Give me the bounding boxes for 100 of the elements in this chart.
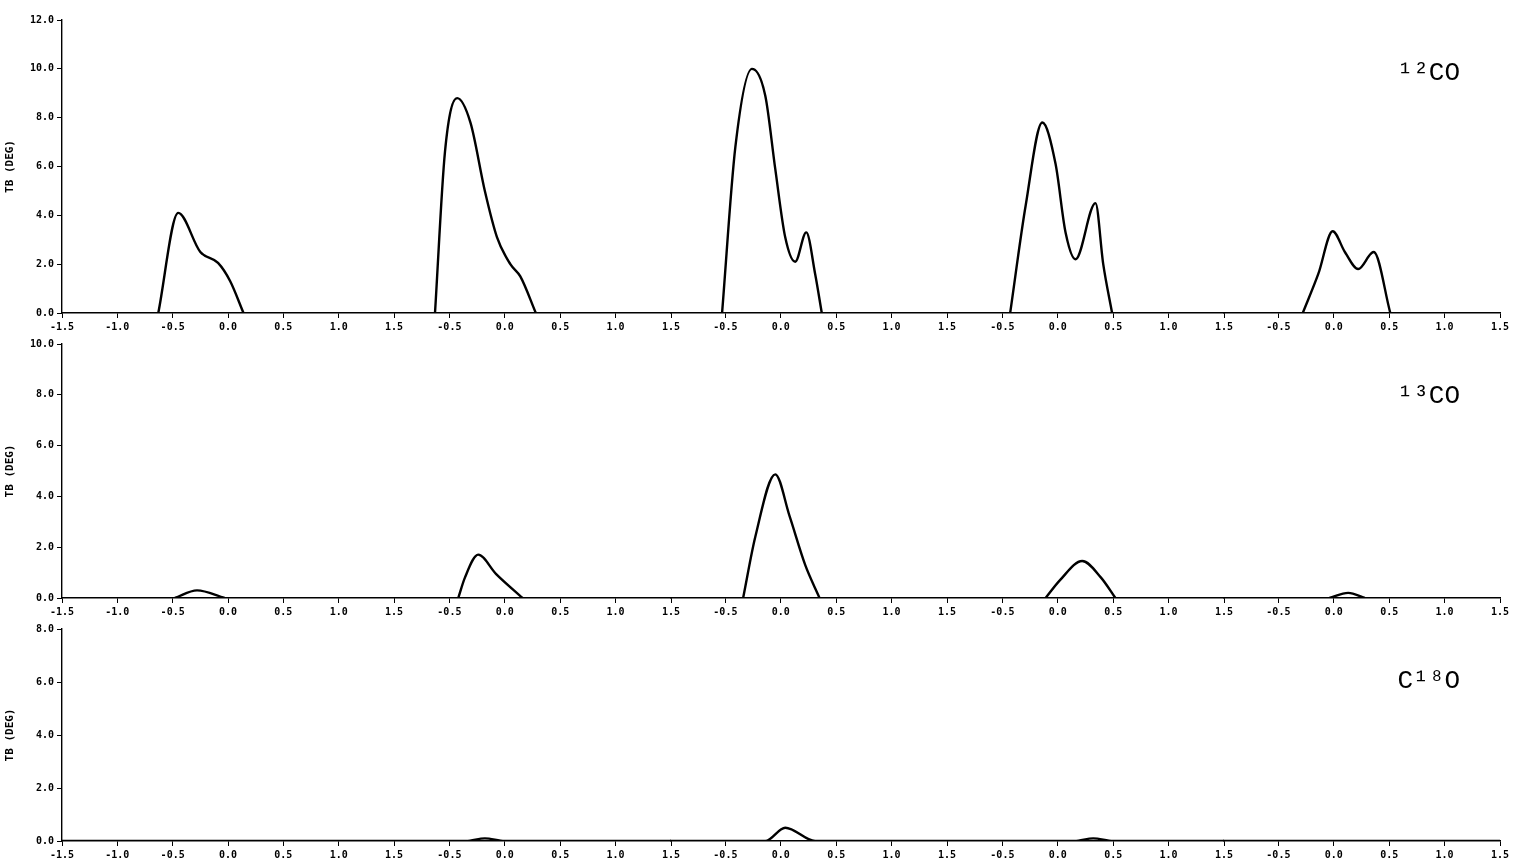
x-tick-label: 1.5: [938, 605, 957, 617]
y-axis-title: TB (DEG): [3, 444, 17, 498]
x-tick-label: 1.0: [1435, 320, 1454, 332]
annotation: ¹²CO: [1397, 57, 1461, 88]
y-tick-label: 6.0: [35, 439, 54, 451]
x-tick-label: 1.0: [882, 320, 901, 332]
x-tick-label: 1.0: [882, 605, 901, 617]
x-tick-label: 1.5: [938, 848, 957, 860]
x-tick-label: -1.5: [49, 605, 75, 617]
x-tick-label: 1.0: [329, 848, 348, 860]
x-tick-label: 0.5: [1380, 605, 1399, 617]
x-tick-label: 0.0: [218, 848, 238, 860]
x-tick-label: 1.5: [661, 848, 680, 860]
x-tick-label: 0.5: [274, 605, 293, 617]
x-tick-label: -0.5: [437, 320, 462, 332]
y-tick-label: 4.0: [35, 489, 54, 501]
x-tick-label: 1.5: [1214, 320, 1233, 332]
y-tick-label: 4.0: [35, 728, 54, 740]
annotation: C¹⁸O: [1397, 665, 1461, 696]
x-tick-label: -0.5: [1266, 605, 1291, 617]
x-tick-label: 0.0: [1325, 605, 1344, 617]
x-tick-label: 0.0: [495, 848, 514, 860]
x-tick-label: -0.5: [160, 605, 185, 617]
x-tick-label: 0.0: [495, 605, 514, 617]
x-tick-label: 0.5: [550, 605, 570, 617]
x-tick-label: 1.0: [882, 848, 901, 860]
x-tick-label: -0.5: [160, 320, 185, 332]
y-tick-label: 0.0: [35, 834, 54, 846]
x-tick-label: -0.5: [713, 320, 738, 332]
x-tick-label: 0.5: [827, 605, 846, 617]
x-tick-label: 0.0: [772, 605, 791, 617]
x-tick-label: -1.0: [105, 848, 130, 860]
x-tick-label: -0.5: [160, 848, 185, 860]
x-tick-label: -1.5: [49, 848, 75, 860]
x-tick-label: 0.0: [772, 848, 791, 860]
y-tick-label: 8.0: [35, 388, 54, 400]
y-tick-label: 0.0: [35, 306, 54, 318]
x-tick-label: 0.5: [827, 320, 846, 332]
x-tick-label: 0.5: [1103, 848, 1123, 860]
x-tick-label: 0.0: [218, 320, 238, 332]
x-tick-label: 0.5: [1380, 320, 1399, 332]
x-tick-label: 0.0: [495, 320, 514, 332]
x-tick-label: 0.5: [827, 848, 846, 860]
y-tick-label: 4.0: [35, 208, 54, 220]
x-tick-label: 1.5: [1491, 320, 1510, 332]
x-tick-label: 1.5: [384, 605, 404, 617]
x-tick-label: -0.5: [437, 848, 462, 860]
x-tick-label: 1.0: [1159, 320, 1178, 332]
x-tick-label: -0.5: [437, 605, 462, 617]
y-tick-label: 10.0: [29, 62, 54, 74]
y-tick-label: 2.0: [35, 781, 54, 793]
x-tick-label: 1.5: [938, 320, 957, 332]
x-tick-label: -0.5: [990, 848, 1015, 860]
y-tick-label: 8.0: [35, 111, 54, 123]
x-tick-label: 1.0: [606, 320, 625, 332]
y-tick-label: 6.0: [35, 675, 54, 687]
x-tick-label: 0.0: [772, 320, 791, 332]
x-tick-label: 0.5: [1103, 320, 1123, 332]
x-tick-label: -1.5: [49, 320, 75, 332]
x-tick-label: -0.5: [990, 605, 1015, 617]
x-tick-label: 1.5: [384, 320, 404, 332]
x-tick-label: 0.0: [1325, 320, 1344, 332]
x-tick-label: -0.5: [990, 320, 1015, 332]
y-tick-label: 12.0: [29, 13, 54, 25]
x-tick-label: 1.5: [661, 605, 680, 617]
x-tick-label: -0.5: [713, 848, 738, 860]
x-tick-label: 0.5: [274, 320, 293, 332]
x-tick-label: -0.5: [1266, 320, 1291, 332]
x-tick-label: 1.0: [1435, 848, 1454, 860]
x-tick-label: -1.0: [105, 605, 130, 617]
x-tick-label: 1.0: [329, 605, 348, 617]
y-axis-title: TB (DEG): [3, 140, 17, 193]
x-tick-label: 0.5: [1103, 605, 1123, 617]
x-tick-label: 1.0: [329, 320, 348, 332]
x-tick-label: 1.0: [606, 605, 625, 617]
x-tick-label: 0.0: [1325, 848, 1344, 860]
y-tick-label: 2.0: [35, 540, 54, 552]
y-tick-label: 10.0: [29, 337, 54, 349]
y-tick-label: 6.0: [35, 160, 54, 172]
x-tick-label: 1.5: [1214, 605, 1233, 617]
x-tick-label: 0.0: [1048, 848, 1067, 860]
x-tick-label: 1.0: [1159, 848, 1178, 860]
x-tick-label: -0.5: [713, 605, 738, 617]
x-tick-label: 0.5: [1380, 848, 1399, 860]
y-axis-title: TB (DEG): [3, 708, 17, 762]
x-tick-label: -1.0: [105, 320, 130, 332]
y-tick-label: 2.0: [35, 257, 54, 269]
x-tick-label: 0.5: [550, 320, 570, 332]
x-tick-label: 0.5: [550, 848, 570, 860]
x-tick-label: 0.0: [1048, 605, 1067, 617]
x-tick-label: 1.5: [1214, 848, 1233, 860]
x-tick-label: 1.5: [1491, 605, 1510, 617]
y-tick-label: 8.0: [35, 622, 54, 634]
x-tick-label: 1.5: [384, 848, 404, 860]
y-tick-label: 0.0: [35, 591, 54, 603]
x-tick-label: 1.0: [1435, 605, 1454, 617]
x-tick-label: 0.0: [1048, 320, 1067, 332]
annotation: ¹³CO: [1397, 380, 1461, 411]
x-tick-label: 0.0: [218, 605, 238, 617]
x-tick-label: 1.5: [1491, 848, 1510, 860]
